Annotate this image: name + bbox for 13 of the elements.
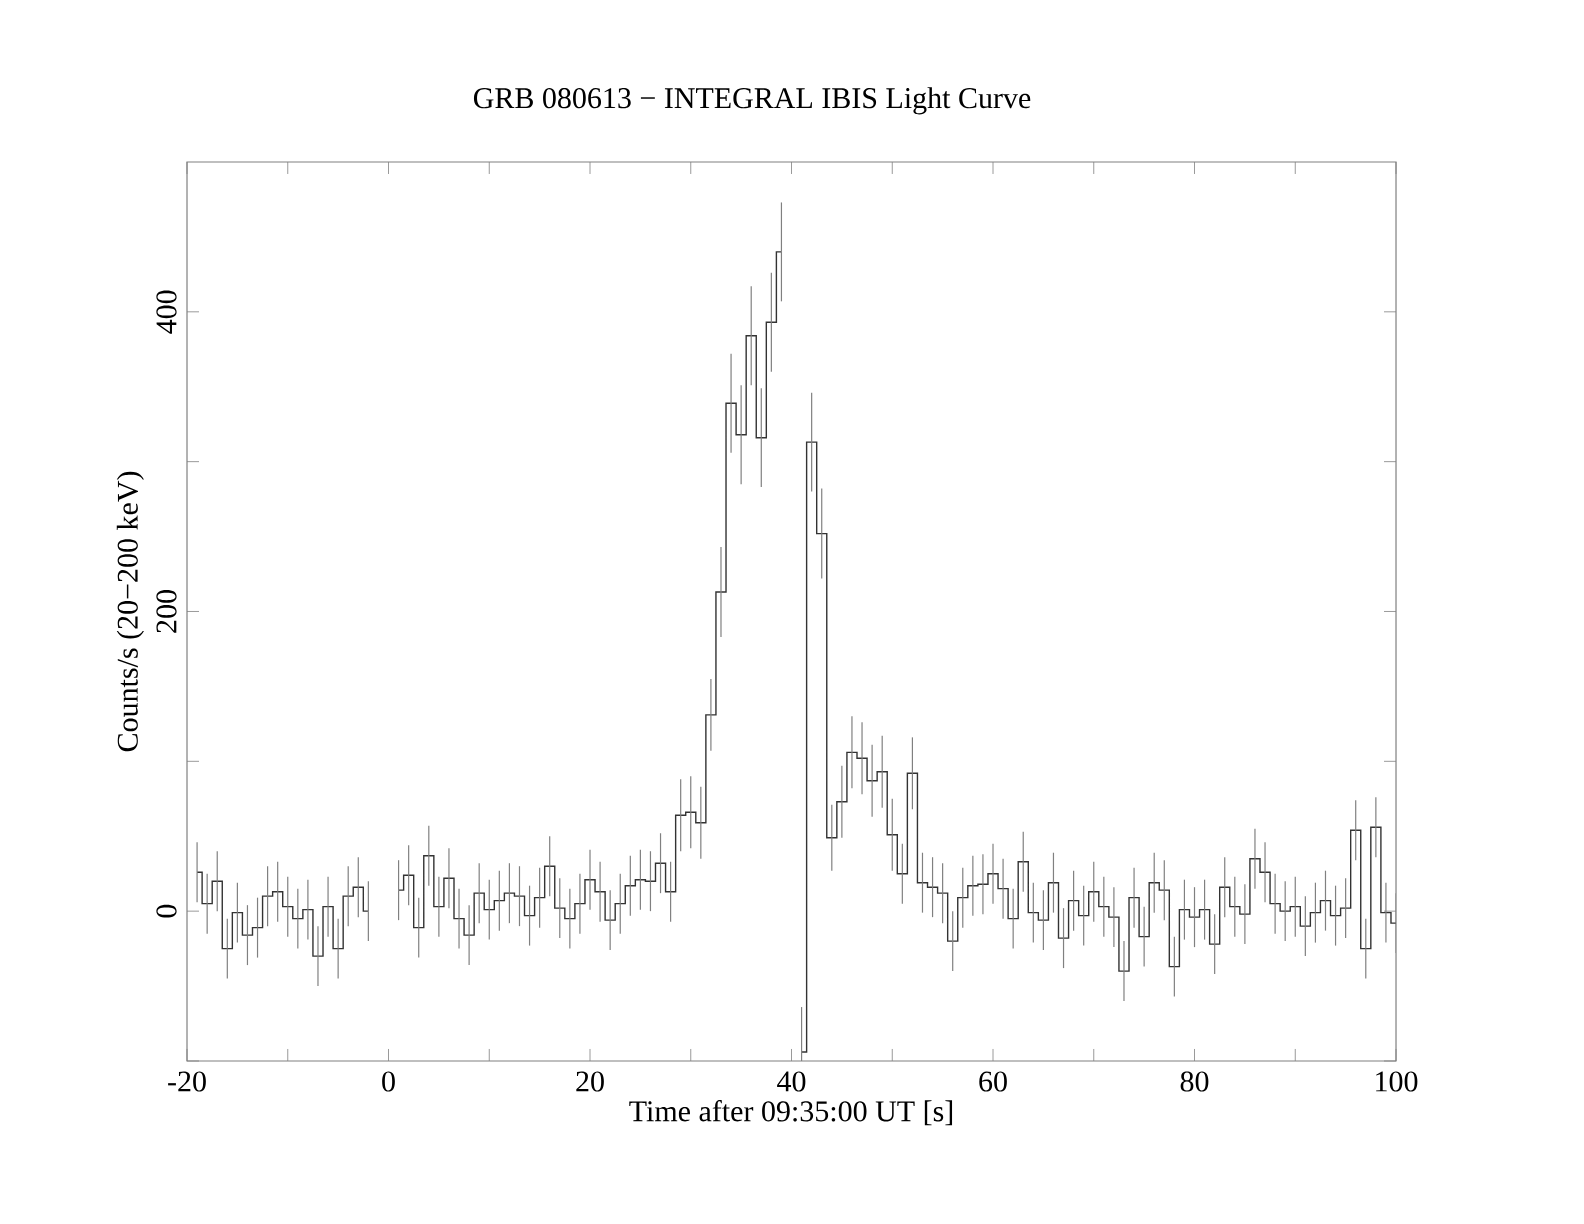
y-tick-label: 200 bbox=[156, 590, 177, 633]
x-tick-label: 0 bbox=[382, 1071, 395, 1092]
y-tick-label: 400 bbox=[156, 290, 177, 334]
x-tick-label: 80 bbox=[1180, 1071, 1209, 1092]
x-tick-label: 20 bbox=[576, 1071, 604, 1092]
x-tick-label: 60 bbox=[979, 1071, 1007, 1092]
x-tick-label: 40 bbox=[777, 1071, 806, 1092]
y-axis-title: Counts/s (20−200 keV) bbox=[116, 471, 144, 752]
x-tick-label: 100 bbox=[1376, 1071, 1418, 1092]
y-tick-label: 0 bbox=[156, 904, 177, 918]
chart-title: GRB 080613 − INTEGRAL IBIS Light Curve bbox=[473, 87, 1031, 115]
x-tick-label: -20 bbox=[168, 1071, 206, 1092]
x-axis-title: Time after 09:35:00 UT [s] bbox=[629, 1100, 953, 1126]
